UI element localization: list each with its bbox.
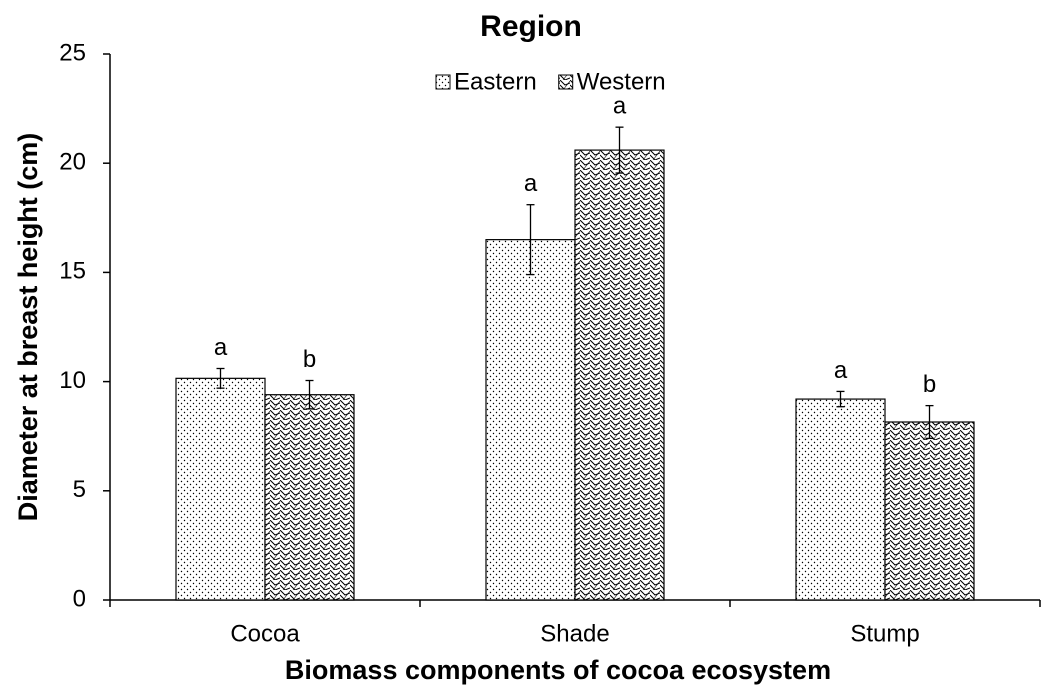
x-tick-label: Cocoa [230,620,300,647]
error-bar [526,204,535,276]
error-bar [925,404,934,440]
significance-letter: a [214,334,228,361]
bar [175,377,266,601]
y-tick-label: 20 [59,149,86,176]
legend-swatch [435,74,451,90]
error-bar [836,390,845,408]
y-tick-label: 0 [73,585,86,612]
significance-letter: b [303,346,316,373]
error-bar [305,379,314,410]
y-tick-label: 10 [59,367,86,394]
x-axis-label: Biomass components of cocoa ecosystem [285,655,831,685]
significance-letter: a [613,93,627,120]
y-axis-label: Diameter at breast height (cm) [13,133,43,522]
bar [574,149,665,601]
bar [795,398,886,601]
significance-letter: a [524,170,538,197]
error-bar [615,126,624,174]
legend-swatch [558,74,574,90]
y-tick-label: 25 [59,39,86,66]
legend-label: Western [577,68,666,95]
legend-label: Eastern [454,68,537,95]
bar [485,239,576,601]
y-tick-label: 5 [73,476,86,503]
error-bar [216,367,225,389]
x-tick-label: Stump [850,620,919,647]
bar [264,394,355,601]
significance-letter: b [923,371,936,398]
significance-letter: a [834,357,848,384]
y-tick-label: 15 [59,258,86,285]
x-tick-label: Shade [540,620,609,647]
bar [884,421,975,601]
chart-title: Region [480,10,582,43]
